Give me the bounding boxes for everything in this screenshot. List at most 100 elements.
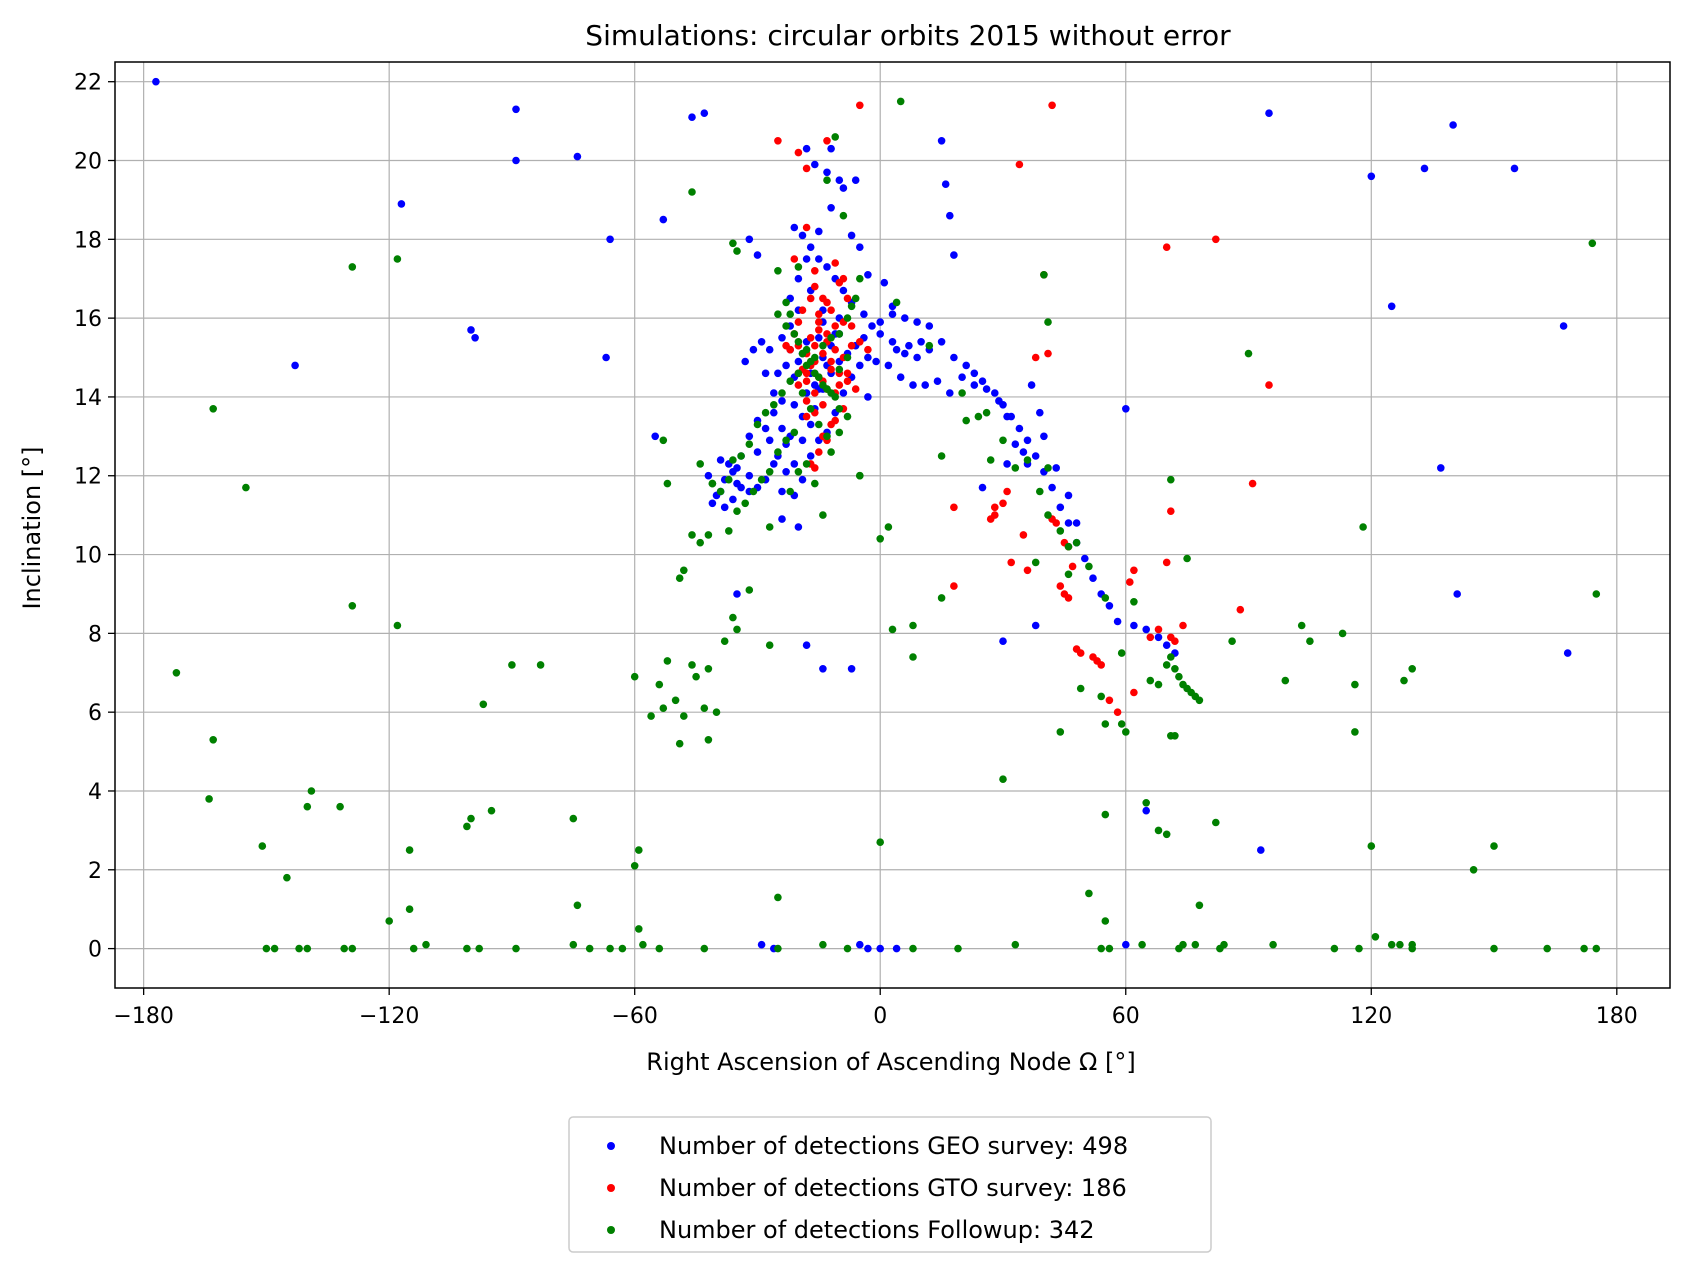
followup-point [986,456,995,464]
geo-point [704,471,713,480]
gto-point [847,341,856,350]
followup-point [569,940,578,949]
followup-point [745,440,754,449]
geo-point [291,361,299,370]
followup-point [847,302,856,311]
followup-point [696,460,704,468]
followup-point [729,239,737,248]
followup-point [745,586,754,594]
y-tick-label: 18 [74,228,102,253]
followup-point [831,133,839,141]
followup-point [639,940,647,949]
geo-point [1367,172,1376,181]
gto-point [827,357,835,366]
gto-point [1236,605,1245,614]
geo-point [876,944,884,953]
gto-point [1052,519,1060,527]
geo-point [962,361,970,370]
gto-point [819,401,827,409]
followup-point [1244,349,1253,358]
x-tick-label: −180 [113,1004,173,1029]
followup-point [725,475,733,484]
followup-point [1064,542,1073,551]
geo-point [1113,617,1122,626]
followup-point [262,944,271,953]
followup-point [1044,464,1052,472]
gto-point [1003,487,1011,496]
gto-point [831,322,839,330]
followup-point [295,944,303,953]
followup-point [1338,629,1347,638]
followup-point [794,263,803,271]
geo-point [765,436,774,445]
geo-point [1040,432,1048,441]
followup-point [487,806,496,815]
gto-point [1015,160,1024,169]
followup-point [303,802,312,811]
followup-point [835,405,844,413]
followup-point [1105,944,1114,953]
geo-point [733,590,741,598]
geo-point [913,353,921,362]
followup-point [635,846,643,854]
followup-point [1154,826,1163,835]
geo-point [790,401,799,409]
followup-point [409,944,418,953]
gto-point [802,164,811,173]
followup-point [823,176,831,184]
followup-point [876,535,884,543]
x-tick-label: 180 [1596,1004,1638,1029]
geo-point [937,338,946,346]
followup-point [675,574,684,582]
followup-point [909,944,917,953]
followup-point [704,736,713,744]
gto-point [1007,558,1015,567]
followup-point [1297,621,1306,630]
y-tick-label: 2 [88,859,102,884]
gto-point [1130,688,1138,697]
geo-point [991,389,999,397]
geo-point [802,255,811,263]
followup-point [774,944,782,953]
followup-point [843,412,852,421]
geo-point [778,397,786,405]
geo-point [573,152,582,161]
gto-point [999,499,1007,508]
geo-point [1162,641,1171,649]
gto-point [1265,381,1273,389]
geo-point [941,180,950,188]
geo-point [1031,452,1040,460]
gto-point [991,503,999,512]
followup-point [909,653,917,661]
geo-point [1142,806,1150,815]
gto-point [1162,243,1171,251]
followup-point [1040,271,1048,279]
followup-point [1085,562,1093,571]
geo-point [745,432,754,441]
gto-point [815,310,823,319]
geo-point [1142,625,1150,634]
followup-point [786,377,794,386]
followup-point [1011,940,1020,949]
followup-point [663,479,672,488]
geo-point [770,389,778,397]
geo-point [753,448,762,456]
followup-point [1543,944,1551,953]
followup-point [909,621,917,630]
followup-point [385,917,394,925]
followup-point [782,436,790,445]
followup-point [1167,653,1175,661]
followup-point [1195,901,1204,910]
geo-point [708,499,717,508]
gto-point [1248,479,1257,488]
followup-point [688,661,696,669]
gto-point [1212,235,1220,244]
followup-point [1183,554,1191,563]
followup-point [1408,944,1416,953]
followup-point [1023,456,1032,464]
geo-point [782,361,790,370]
geo-point [790,223,799,232]
geo-point [745,471,754,480]
gto-point [851,385,860,393]
geo-point [839,184,848,192]
